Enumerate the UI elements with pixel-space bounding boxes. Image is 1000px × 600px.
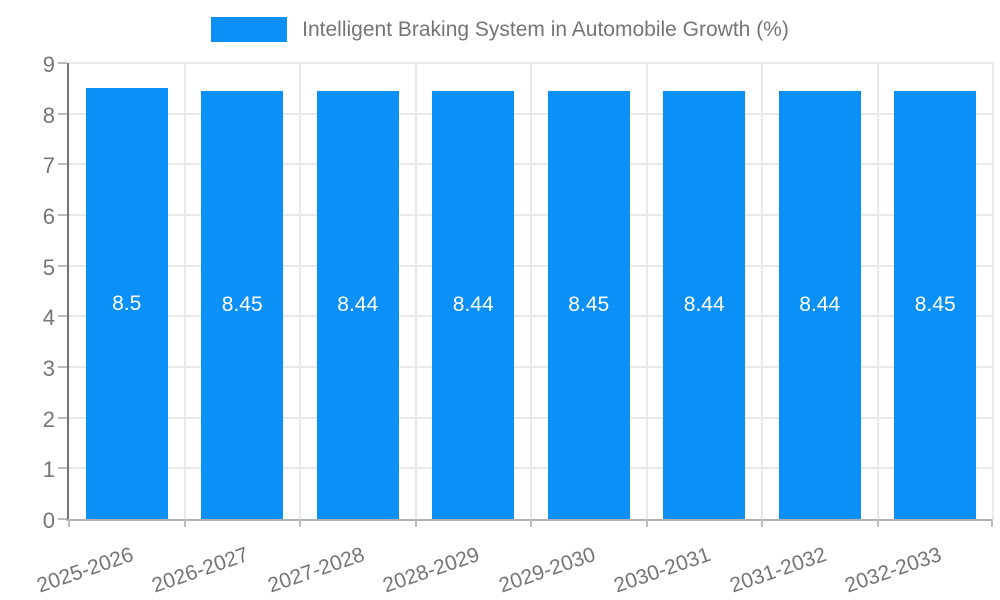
y-axis: 0 1 2 3 4 5 6 7 8 9 [0, 52, 55, 533]
bar: 8.5 [85, 88, 168, 519]
y-axis-tick [58, 315, 67, 318]
bar-value-label: 8.44 [452, 293, 494, 317]
bar: 8.45 [894, 90, 977, 519]
x-axis-tick [414, 519, 417, 527]
y-axis-tick-label: 5 [42, 254, 55, 280]
y-axis-tick [58, 62, 67, 64]
y-axis-tick [58, 214, 67, 216]
y-axis-tick [58, 112, 67, 115]
x-axis: 2025-2026 2026-2027 2027-2028 2028-2029 2029… [34, 521, 993, 600]
v-gridline [530, 63, 532, 519]
bar: 8.44 [778, 91, 861, 519]
x-axis-label: 2031-2032 [726, 543, 830, 598]
y-axis-tick [58, 518, 67, 520]
y-axis-tick-label: 1 [42, 457, 55, 483]
bar-value-label: 8.45 [914, 292, 956, 316]
x-axis-label: 2030-2031 [611, 543, 714, 598]
x-axis-tick [68, 519, 70, 527]
x-axis-label: 2029-2030 [495, 543, 599, 598]
v-gridline [299, 63, 301, 519]
x-axis-tick [991, 519, 993, 527]
x-axis-tick [876, 519, 879, 527]
v-gridline [645, 63, 648, 519]
y-axis-tick-label: 3 [42, 356, 55, 381]
x-axis-label: 2025-2026 [33, 543, 137, 598]
y-axis-tick-label: 7 [42, 153, 55, 179]
x-axis-label: 2027-2028 [264, 543, 368, 598]
x-axis-tick [761, 519, 763, 527]
bar-value-label: 8.44 [683, 293, 725, 317]
y-axis-tick [58, 467, 67, 470]
y-axis-tick-label: 9 [42, 52, 55, 77]
bar: 8.45 [547, 90, 630, 519]
bar-value-label: 8.44 [337, 293, 379, 317]
bar-value-label: 8.5 [112, 291, 142, 315]
v-gridline [414, 63, 417, 519]
v-gridline [761, 63, 763, 519]
v-gridline [992, 63, 994, 519]
bar: 8.45 [201, 90, 284, 519]
x-axis-tick [299, 519, 301, 527]
v-gridline [876, 63, 879, 519]
chart-legend: Intelligent Braking System in Automobile… [0, 17, 1000, 42]
plot-area: 8.5 8.45 8.44 8.44 8.45 8.44 8.44 8.45 [58, 62, 994, 527]
x-axis-tick [183, 519, 186, 527]
y-axis-tick [58, 416, 67, 419]
y-axis-tick-label: 2 [42, 406, 55, 432]
y-axis-tick [58, 264, 67, 267]
bar-value-label: 8.44 [799, 293, 841, 317]
x-axis-label: 2026-2027 [149, 543, 252, 598]
v-gridline [183, 63, 186, 519]
bar: 8.44 [432, 91, 515, 519]
y-axis-tick-label: 8 [42, 102, 55, 128]
y-axis-tick-label: 0 [42, 508, 55, 533]
bar: 8.44 [316, 91, 399, 519]
y-axis-tick [58, 366, 67, 368]
bar-value-label: 8.45 [221, 292, 263, 316]
x-axis-label: 2032-2033 [842, 543, 945, 598]
bar-value-label: 8.45 [568, 292, 610, 316]
y-axis-tick [58, 163, 67, 166]
x-axis-tick [645, 519, 648, 527]
x-axis-label: 2028-2029 [380, 543, 483, 598]
y-axis-tick-label: 4 [42, 305, 55, 331]
x-axis-tick [530, 519, 532, 527]
legend-swatch [211, 17, 288, 42]
y-axis-tick-label: 6 [42, 204, 55, 229]
legend-label: Intelligent Braking System in Automobile… [302, 17, 789, 41]
bar: 8.44 [663, 91, 746, 519]
